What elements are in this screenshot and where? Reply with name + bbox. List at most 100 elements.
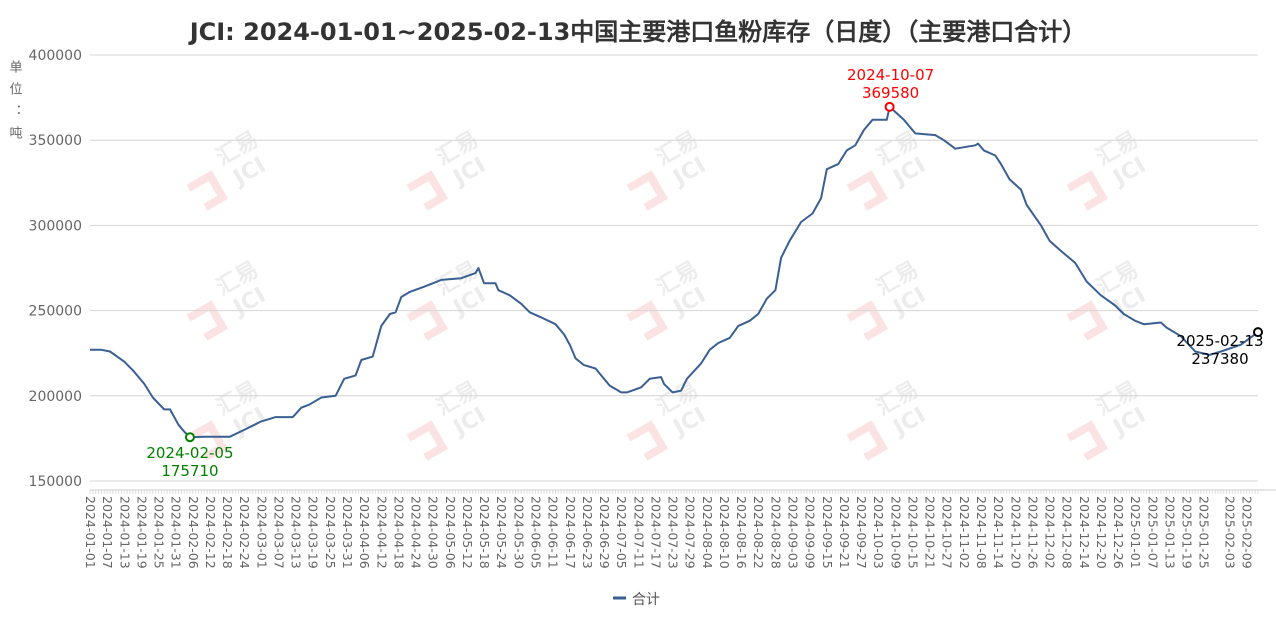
x-tick-label: 2025-01-25 xyxy=(1197,496,1212,569)
x-tick-label: 2024-01-19 xyxy=(134,496,149,569)
x-tick-label: 2024-08-22 xyxy=(751,496,766,569)
x-tick-label: 2024-03-13 xyxy=(289,496,304,569)
x-tick-label: 2024-08-16 xyxy=(734,496,749,569)
x-tick-label: 2024-05-24 xyxy=(494,496,509,569)
x-tick-label: 2024-09-27 xyxy=(854,496,869,569)
last-value-label: 237380 xyxy=(1191,350,1248,368)
x-tick-label: 2024-02-18 xyxy=(220,496,235,569)
x-tick-label: 2024-08-28 xyxy=(768,496,783,569)
x-tick-label: 2024-07-11 xyxy=(631,496,646,569)
x-tick-label: 2024-04-24 xyxy=(409,496,424,569)
y-axis-unit-label: 单位：吨 xyxy=(7,60,23,148)
x-tick-label: 2024-08-10 xyxy=(717,496,732,569)
last-date-label: 2025-02-13 xyxy=(1176,332,1263,350)
min-marker xyxy=(184,432,195,443)
x-tick-label: 2024-10-27 xyxy=(940,496,955,569)
min-date-label: 2024-02-05 xyxy=(146,444,233,462)
x-tick-label: 2024-01-31 xyxy=(169,496,184,569)
legend-label: 合计 xyxy=(632,592,660,608)
grid-lines xyxy=(90,54,1258,482)
chart-title: JCI: 2024-01-01~2025-02-13中国主要港口鱼粉库存（日度）… xyxy=(188,18,1087,46)
x-tick-label: 2024-06-29 xyxy=(597,496,612,569)
x-tick-label: 2024-03-01 xyxy=(254,496,269,569)
min-value-label: 175710 xyxy=(161,462,218,480)
x-tick-label: 2024-05-30 xyxy=(511,496,526,569)
last-marker xyxy=(1253,327,1263,338)
x-tick-label: 2024-09-03 xyxy=(786,496,801,569)
x-tick-label: 2024-05-12 xyxy=(460,496,475,569)
x-tick-label: 2025-01-19 xyxy=(1180,496,1195,569)
y-tick-label: 400000 xyxy=(29,48,82,64)
max-date-label: 2024-10-07 xyxy=(847,66,934,84)
x-tick-label: 2024-01-07 xyxy=(100,496,115,569)
x-tick-label: 2024-06-05 xyxy=(528,496,543,569)
x-tick-label: 2024-10-03 xyxy=(871,496,886,569)
x-tick-label: 2024-02-24 xyxy=(237,496,252,569)
series-line xyxy=(90,105,1259,439)
x-tick-label: 2024-12-14 xyxy=(1077,496,1092,569)
y-tick-label: 200000 xyxy=(29,389,82,405)
max-marker xyxy=(884,101,895,112)
x-tick-label: 2025-02-09 xyxy=(1240,496,1255,569)
x-tick-label: 2024-05-06 xyxy=(443,496,458,569)
y-tick-label: 300000 xyxy=(29,218,82,234)
x-tick-label: 2024-02-12 xyxy=(203,496,218,569)
x-tick-label: 2024-01-13 xyxy=(117,496,132,569)
x-tick-label: 2024-12-02 xyxy=(1043,496,1058,569)
x-tick-label: 2024-09-15 xyxy=(820,496,835,569)
x-tick-label: 2024-07-29 xyxy=(683,496,698,569)
x-tick-label: 2024-06-17 xyxy=(563,496,578,569)
x-tick-label: 2024-09-09 xyxy=(803,496,818,569)
series-layer xyxy=(90,105,1259,439)
x-tick-label: 2024-08-04 xyxy=(700,496,715,569)
x-tick-label: 2024-04-18 xyxy=(391,496,406,569)
y-tick-label: 350000 xyxy=(29,133,82,149)
y-tick-label: 150000 xyxy=(29,474,82,490)
y-axis-ticks: 150000 200000 250000 300000 350000 400000 xyxy=(29,48,82,490)
x-tick-label: 2024-04-30 xyxy=(426,496,441,569)
y-tick-label: 250000 xyxy=(29,304,82,320)
x-tick-label: 2024-10-15 xyxy=(905,496,920,569)
x-tick-label: 2024-12-26 xyxy=(1111,496,1126,569)
x-tick-label: 2024-02-06 xyxy=(186,496,201,569)
x-tick-label: 2024-03-31 xyxy=(340,496,355,569)
legend[interactable]: 合计 xyxy=(613,592,660,608)
x-tick-label: 2024-04-06 xyxy=(357,496,372,569)
x-tick-label: 2025-01-01 xyxy=(1128,496,1143,569)
max-value-label: 369580 xyxy=(862,84,919,102)
x-tick-label: 2024-11-08 xyxy=(974,496,989,569)
x-tick-label: 2024-01-25 xyxy=(152,496,167,569)
x-axis: 2024-01-01 2024-01-07 2024-01-13 2024-01-19… xyxy=(83,489,1276,569)
x-tick-label: 2025-02-03 xyxy=(1222,496,1237,569)
x-tick-label: 2024-06-23 xyxy=(580,496,595,569)
x-tick-label: 2024-11-20 xyxy=(1008,496,1023,569)
x-tick-label: 2024-06-11 xyxy=(546,496,561,569)
x-tick-label: 2024-11-02 xyxy=(957,496,972,569)
x-tick-label: 2024-10-09 xyxy=(888,496,903,569)
x-tick-label: 2024-11-14 xyxy=(991,496,1006,569)
x-tick-label: 2024-07-23 xyxy=(666,496,681,569)
x-tick-label: 2024-01-01 xyxy=(83,496,98,569)
x-tick-label: 2024-04-12 xyxy=(374,496,389,569)
x-tick-label: 2024-03-25 xyxy=(323,496,338,569)
x-tick-label: 2024-11-26 xyxy=(1025,496,1040,569)
x-tick-label: 2024-03-07 xyxy=(271,496,286,569)
x-tick-label: 2025-01-07 xyxy=(1145,496,1160,569)
x-tick-label: 2024-07-17 xyxy=(648,496,663,569)
x-tick-label: 2024-03-19 xyxy=(306,496,321,569)
x-tick-label: 2024-10-21 xyxy=(923,496,938,569)
x-tick-label: 2025-01-13 xyxy=(1162,496,1177,569)
x-tick-label: 2024-05-18 xyxy=(477,496,492,569)
x-tick-label: 2024-09-21 xyxy=(837,496,852,569)
x-tick-label: 2024-07-05 xyxy=(614,496,629,569)
